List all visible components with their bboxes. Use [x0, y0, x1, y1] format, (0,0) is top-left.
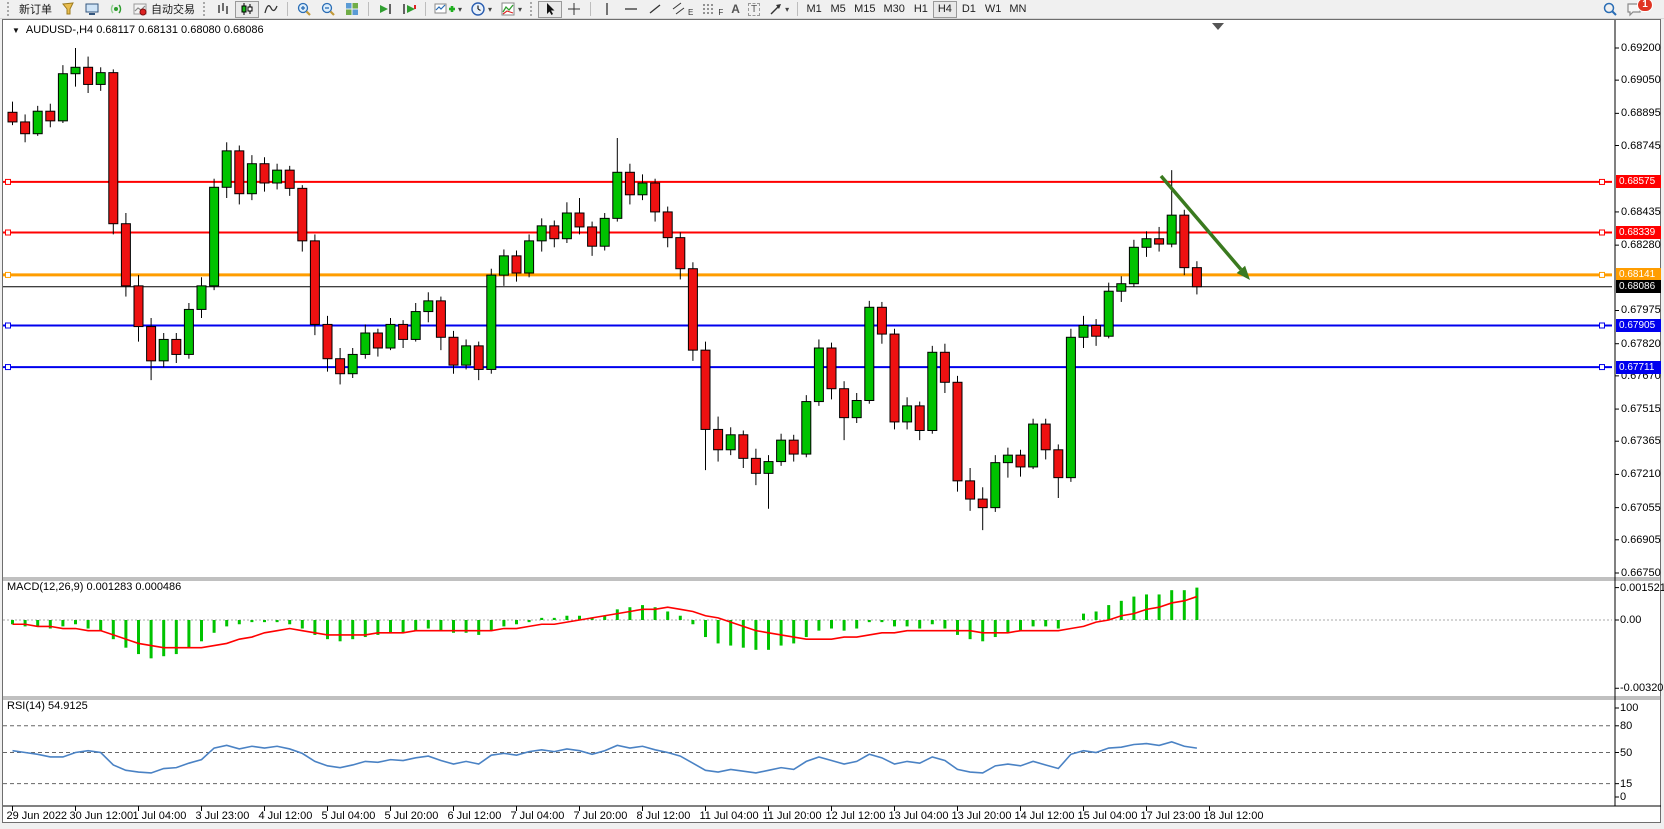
signals-icon[interactable]: [104, 1, 128, 18]
chevron-down-icon: ▾: [518, 4, 523, 14]
horizontal-line-tool[interactable]: [619, 1, 643, 18]
auto-trading-button[interactable]: 自动交易: [128, 1, 199, 18]
main-toolbar: 新订单 自动交易 ▾ ▾: [0, 0, 1664, 19]
text-tool[interactable]: A: [727, 1, 744, 18]
timeframe-button-D1[interactable]: D1: [961, 3, 976, 15]
cursor-icon: [547, 3, 555, 15]
chart-shift-icon[interactable]: [397, 1, 421, 18]
templates-icon: [501, 2, 515, 16]
timeframe-button-M30[interactable]: M30: [883, 3, 905, 15]
terminal-icon[interactable]: [80, 1, 104, 18]
auto-trading-icon: [133, 3, 147, 16]
timeframe-group: M1 M5 M15 M30 H1 H4 D1 W1 MN: [802, 0, 1030, 18]
timeframe-button-H1[interactable]: H1: [913, 3, 928, 15]
fibonacci-icon: [703, 4, 715, 14]
chart-window[interactable]: [2, 19, 1661, 823]
horizontal-line-icon: [625, 8, 638, 10]
notifications-button[interactable]: 1: [1622, 0, 1653, 18]
toolbar-separator: [797, 2, 799, 16]
channel-icon: [672, 2, 685, 15]
zoom-out-icon[interactable]: [316, 1, 340, 18]
chevron-down-icon: ▾: [458, 4, 463, 14]
add-indicator-button[interactable]: ▾: [430, 1, 466, 18]
search-icon[interactable]: [1598, 1, 1622, 18]
toolbar-separator: [287, 2, 288, 16]
fibo-letter: F: [718, 7, 724, 17]
timeframe-button-W1[interactable]: W1: [984, 3, 1002, 15]
zoom-in-icon[interactable]: [292, 1, 316, 18]
chevron-down-icon: ▾: [488, 4, 493, 14]
timeframe-button-H4[interactable]: H4: [932, 0, 957, 18]
toolbar-drag-handle[interactable]: [7, 2, 11, 16]
add-indicator-icon: [434, 3, 455, 14]
label-tool-letter: T: [747, 2, 761, 16]
new-order-label: 新订单: [19, 4, 52, 16]
toolbar-separator: [590, 2, 592, 16]
crosshair-icon: [568, 3, 581, 15]
vertical-line-tool[interactable]: [595, 1, 619, 18]
text-label-tool[interactable]: T: [744, 1, 764, 18]
auto-scroll-icon[interactable]: [373, 1, 397, 18]
notification-badge: 1: [1637, 0, 1653, 12]
channel-tool[interactable]: E: [667, 1, 697, 18]
timeframe-button-M5[interactable]: M5: [830, 3, 846, 15]
timeframe-button-M15[interactable]: M15: [854, 3, 876, 15]
timeframe-button-M1[interactable]: M1: [806, 3, 822, 15]
auto-trading-label: 自动交易: [151, 4, 195, 16]
arrows-icon: [770, 4, 782, 15]
periods-button[interactable]: ▾: [466, 1, 496, 18]
toolbar-separator: [368, 2, 369, 16]
clock-icon: [471, 2, 485, 16]
vertical-line-icon: [606, 3, 608, 15]
templates-button[interactable]: ▾: [496, 1, 526, 18]
crosshair-tool[interactable]: [562, 1, 586, 18]
bar-chart-icon[interactable]: [211, 1, 235, 18]
toolbar-drag-handle[interactable]: [530, 2, 534, 16]
toolbar-drag-handle[interactable]: [203, 2, 207, 16]
funnel-icon[interactable]: [56, 1, 80, 18]
new-order-button[interactable]: 新订单: [15, 1, 56, 18]
cursor-tool[interactable]: [538, 0, 563, 18]
timeframe-button-MN[interactable]: MN: [1009, 3, 1027, 15]
line-chart-icon[interactable]: [259, 1, 283, 18]
trendline-icon: [649, 4, 661, 14]
trendline-tool[interactable]: [643, 1, 667, 18]
text-tool-letter: A: [731, 2, 740, 16]
channel-letter: E: [688, 7, 694, 17]
arrows-tool-button[interactable]: ▾: [764, 1, 793, 18]
chevron-down-icon: ▾: [785, 4, 790, 14]
fibonacci-tool[interactable]: F: [697, 1, 727, 18]
tile-windows-icon[interactable]: [340, 1, 364, 18]
candlestick-chart-icon[interactable]: [235, 0, 259, 18]
toolbar-separator: [425, 2, 426, 16]
